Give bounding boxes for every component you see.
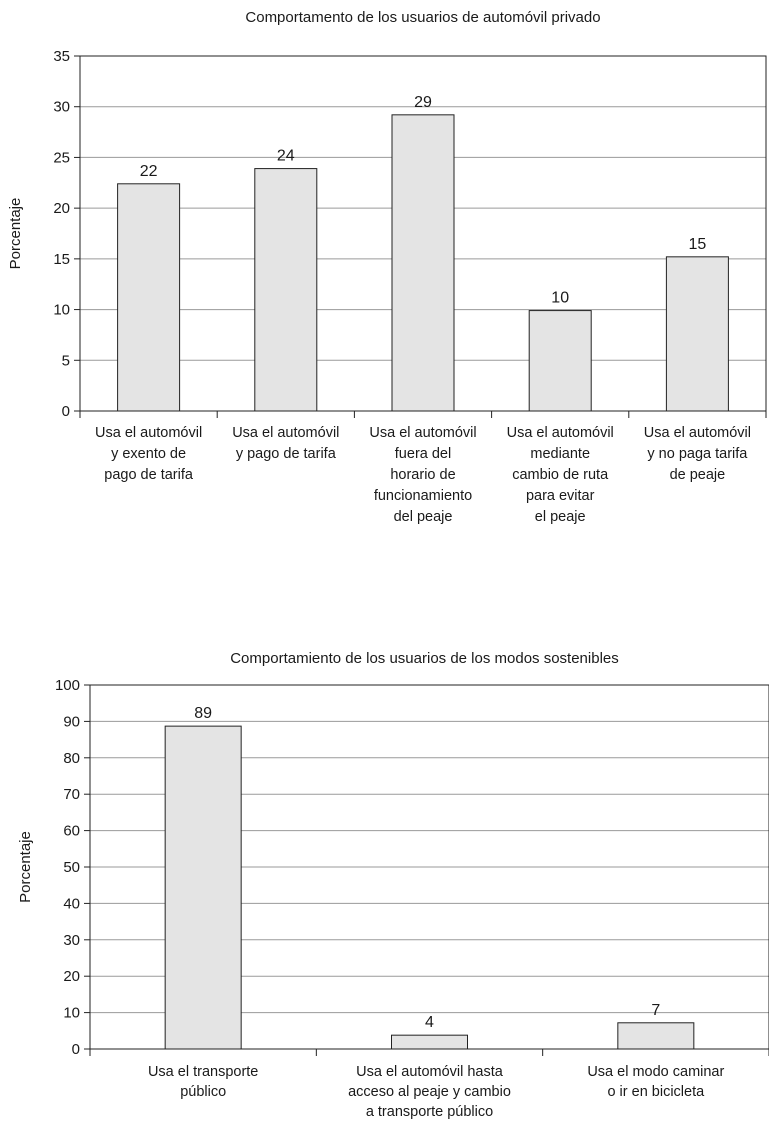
- data-label-2: 29: [414, 94, 432, 111]
- category-label-0: Usa el automóvil y exento de pago de tarif…: [95, 425, 202, 483]
- bar-2: [391, 114, 455, 412]
- data-label-0: 22: [140, 163, 158, 180]
- category-label-2: Usa el automóvil fuera del horario de funci…: [369, 425, 476, 525]
- category-label-0: Usa el transporte público: [148, 1064, 258, 1100]
- category-label-line: del peaje: [394, 509, 453, 525]
- y-tick-label: 15: [53, 251, 70, 268]
- bar-2: [617, 1022, 695, 1050]
- category-label-line: Usa el automóvil: [644, 425, 751, 441]
- data-label-0: 89: [194, 705, 212, 722]
- category-label-1: Usa el automóvil hasta acceso al peaje y …: [348, 1064, 511, 1120]
- y-tick-label: 0: [62, 403, 70, 420]
- y-tick-label: 25: [53, 149, 70, 166]
- y-tick-label: 40: [63, 895, 80, 912]
- y-axis-label: Porcentaje: [7, 198, 24, 270]
- category-label-line: Usa el automóvil: [507, 425, 614, 441]
- data-label-2: 7: [651, 1002, 660, 1019]
- chart-private-car-users: Comportamento de los usuarios de automóv…: [7, 9, 767, 525]
- category-label-line: y exento de: [111, 446, 186, 462]
- category-label-line: Usa el automóvil: [369, 425, 476, 441]
- y-tick-label: 100: [55, 677, 80, 694]
- category-label-line: o ir en bicicleta: [607, 1084, 705, 1100]
- category-label-line: de peaje: [670, 467, 726, 483]
- y-tick-label: 30: [53, 99, 70, 116]
- bar-0: [164, 725, 242, 1050]
- y-tick-label: 90: [63, 713, 80, 730]
- category-label-line: para evitar: [526, 488, 595, 504]
- chart-sustainable-mode-users: Comportamiento de los usuarios de los mo…: [17, 650, 769, 1120]
- category-label-line: Usa el automóvil: [232, 425, 339, 441]
- y-tick-label: 10: [63, 1005, 80, 1022]
- data-label-1: 24: [277, 148, 295, 165]
- category-label-line: mediante: [530, 446, 590, 462]
- category-label-2: Usa el modo caminar o ir en bicicleta: [587, 1064, 724, 1100]
- y-axis-label: Porcentaje: [17, 831, 34, 903]
- category-label-line: y no paga tarifa: [647, 446, 748, 462]
- y-tick-label: 20: [63, 968, 80, 985]
- bar-1: [391, 1034, 468, 1050]
- category-label-line: público: [180, 1084, 226, 1100]
- y-tick-label: 10: [53, 302, 70, 319]
- category-label-4: Usa el automóvil y no paga tarifa de peaje: [644, 425, 751, 483]
- category-label-line: cambio de ruta: [512, 467, 609, 483]
- y-tick-label: 70: [63, 786, 80, 803]
- bar-3: [528, 310, 592, 412]
- y-tick-label: 0: [72, 1041, 80, 1058]
- category-label-line: Usa el automóvil hasta: [356, 1064, 504, 1080]
- chart-title: Comportamento de los usuarios de automóv…: [245, 9, 600, 26]
- bar-4: [665, 256, 729, 412]
- y-tick-label: 20: [53, 200, 70, 217]
- data-label-3: 10: [551, 290, 569, 307]
- category-label-line: pago de tarifa: [104, 467, 194, 483]
- category-label-line: horario de: [390, 467, 455, 483]
- category-label-line: el peaje: [535, 509, 586, 525]
- category-label-3: Usa el automóvil mediante cambio de ruta pa…: [507, 425, 614, 525]
- category-label-line: Usa el automóvil: [95, 425, 202, 441]
- category-label-line: acceso al peaje y cambio: [348, 1084, 511, 1100]
- data-label-1: 4: [425, 1014, 434, 1031]
- chart-title: Comportamiento de los usuarios de los mo…: [230, 650, 619, 667]
- category-label-line: funcionamiento: [374, 488, 472, 504]
- y-tick-label: 60: [63, 823, 80, 840]
- category-label-1: Usa el automóvil y pago de tarifa: [232, 425, 339, 462]
- category-label-line: Usa el transporte: [148, 1064, 258, 1080]
- category-label-line: fuera del: [395, 446, 451, 462]
- y-tick-label: 30: [63, 932, 80, 949]
- y-tick-label: 80: [63, 750, 80, 767]
- category-label-line: a transporte público: [366, 1104, 493, 1120]
- category-label-line: y pago de tarifa: [236, 446, 337, 462]
- data-label-4: 15: [689, 236, 707, 253]
- y-tick-label: 35: [53, 48, 70, 65]
- bar-1: [254, 168, 318, 412]
- category-label-line: Usa el modo caminar: [587, 1064, 724, 1080]
- y-tick-label: 50: [63, 859, 80, 876]
- bar-0: [117, 183, 181, 412]
- y-tick-label: 5: [62, 352, 70, 369]
